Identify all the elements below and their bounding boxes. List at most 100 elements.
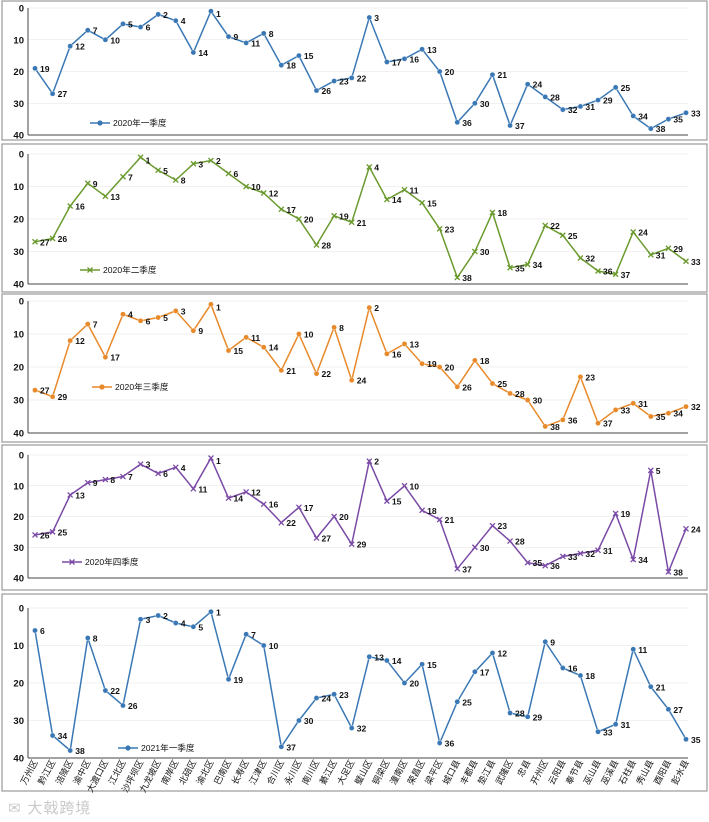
data-label: 38 bbox=[550, 422, 560, 432]
data-label: 13 bbox=[427, 45, 437, 55]
data-label: 35 bbox=[691, 735, 701, 745]
data-label: 11 bbox=[409, 185, 418, 195]
data-point bbox=[172, 177, 179, 183]
legend-marker bbox=[87, 267, 93, 273]
data-label: 37 bbox=[603, 419, 613, 429]
y-tick-label: 30 bbox=[13, 247, 24, 258]
data-point bbox=[243, 40, 249, 46]
data-label: 30 bbox=[480, 247, 490, 257]
data-point bbox=[172, 17, 179, 24]
data-point bbox=[577, 374, 584, 380]
data-point bbox=[524, 261, 531, 268]
data-label: 1 bbox=[216, 9, 221, 19]
data-label: 6 bbox=[40, 626, 45, 636]
data-point bbox=[507, 390, 513, 397]
data-label: 28 bbox=[515, 537, 525, 547]
data-point bbox=[348, 377, 355, 384]
data-point bbox=[67, 747, 73, 754]
data-label: 19 bbox=[234, 675, 244, 685]
data-label: 29 bbox=[603, 96, 613, 106]
data-label: 34 bbox=[638, 555, 648, 565]
y-tick-label: 10 bbox=[13, 182, 24, 193]
data-label: 11 bbox=[251, 38, 260, 48]
data-point bbox=[278, 62, 285, 68]
data-label: 37 bbox=[621, 270, 631, 280]
data-point bbox=[559, 553, 566, 560]
data-label: 15 bbox=[304, 51, 314, 61]
data-point bbox=[120, 473, 126, 480]
data-label: 31 bbox=[603, 546, 613, 556]
data-label: 14 bbox=[392, 656, 402, 666]
data-label: 12 bbox=[75, 336, 85, 346]
data-label: 33 bbox=[603, 727, 613, 737]
data-point bbox=[419, 661, 425, 668]
data-point bbox=[67, 337, 73, 344]
data-point bbox=[348, 541, 355, 548]
data-point bbox=[542, 423, 549, 430]
legend: 2020年四季度 bbox=[62, 556, 139, 567]
data-point bbox=[384, 350, 390, 357]
data-point bbox=[225, 676, 232, 683]
data-point bbox=[137, 154, 144, 161]
data-label: 8 bbox=[110, 475, 115, 485]
data-point bbox=[32, 627, 38, 634]
legend-marker bbox=[97, 120, 103, 126]
data-label: 4 bbox=[181, 463, 186, 473]
data-point bbox=[419, 199, 426, 206]
data-label: 17 bbox=[286, 205, 296, 215]
y-tick-label: 40 bbox=[13, 131, 24, 142]
series-line bbox=[34, 9, 687, 130]
data-point bbox=[507, 264, 514, 271]
y-tick-label: 40 bbox=[13, 429, 24, 440]
data-point bbox=[278, 367, 285, 374]
data-point bbox=[225, 33, 232, 40]
data-point bbox=[507, 122, 513, 129]
data-label: 3 bbox=[181, 306, 186, 316]
data-point bbox=[683, 525, 689, 532]
data-label: 31 bbox=[585, 102, 595, 112]
data-label: 31 bbox=[621, 720, 631, 730]
data-point bbox=[419, 46, 425, 53]
data-point bbox=[560, 106, 566, 113]
data-point bbox=[665, 116, 672, 122]
data-label: 4 bbox=[128, 310, 133, 320]
data-label: 22 bbox=[322, 369, 332, 379]
data-label: 5 bbox=[163, 313, 168, 323]
data-label: 1 bbox=[216, 607, 221, 617]
data-point bbox=[577, 103, 584, 110]
watermark-icon: ✉ bbox=[8, 799, 22, 817]
data-label: 16 bbox=[409, 54, 419, 64]
data-label: 10 bbox=[251, 182, 261, 192]
data-label: 20 bbox=[445, 67, 455, 77]
data-label: 14 bbox=[392, 195, 402, 205]
data-label: 13 bbox=[374, 652, 384, 662]
data-label: 1 bbox=[216, 456, 221, 466]
data-point bbox=[278, 206, 285, 213]
data-label: 8 bbox=[93, 634, 98, 644]
data-label: 30 bbox=[304, 716, 314, 726]
data-label: 23 bbox=[497, 521, 507, 531]
data-label: 33 bbox=[691, 108, 701, 118]
series-line bbox=[34, 156, 687, 280]
data-point bbox=[436, 225, 443, 232]
data-label: 35 bbox=[515, 263, 525, 273]
data-label: 2 bbox=[374, 457, 379, 467]
data-label: 6 bbox=[234, 169, 239, 179]
data-label: 23 bbox=[339, 77, 349, 87]
data-point bbox=[577, 255, 584, 261]
data-label: 38 bbox=[673, 567, 683, 577]
data-point bbox=[507, 538, 514, 545]
data-label: 34 bbox=[638, 111, 648, 121]
data-point bbox=[454, 119, 461, 126]
data-label: 18 bbox=[286, 61, 296, 71]
data-point bbox=[32, 531, 38, 538]
data-point bbox=[647, 467, 654, 474]
y-tick-label: 20 bbox=[13, 679, 24, 690]
data-point bbox=[296, 52, 302, 59]
data-point bbox=[49, 732, 56, 739]
data-point bbox=[489, 71, 496, 78]
legend-marker bbox=[99, 384, 105, 390]
data-label: 2 bbox=[216, 156, 221, 166]
